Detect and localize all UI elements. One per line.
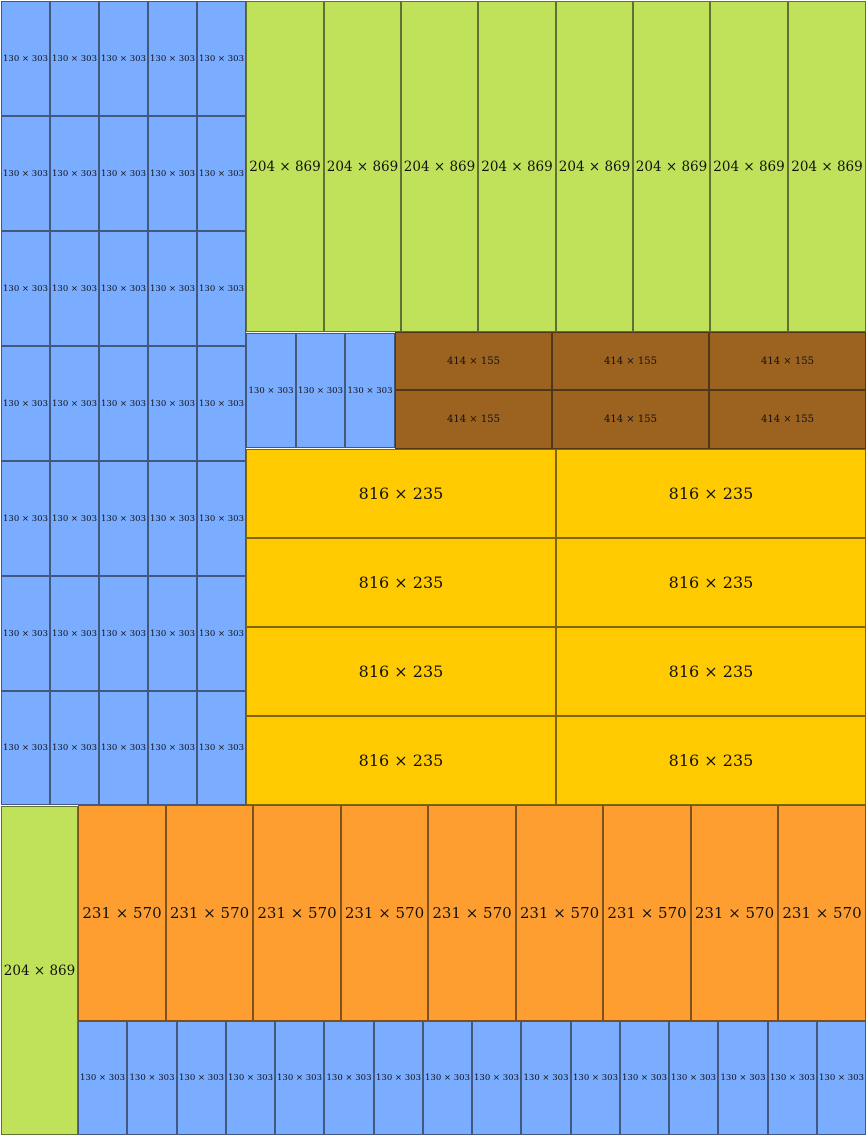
small-tile: 130 × 303 (148, 576, 197, 691)
small-tile: 130 × 303 (148, 346, 197, 461)
small-tile: 130 × 303 (148, 231, 197, 346)
wide-tile: 816 × 235 (556, 627, 866, 716)
small-tile: 130 × 303 (148, 461, 197, 576)
small-tile: 130 × 303 (324, 1021, 374, 1135)
small-tile: 130 × 303 (148, 1, 197, 116)
small-tile: 130 × 303 (1, 691, 50, 805)
small-tile: 130 × 303 (99, 1, 148, 116)
small-tile: 130 × 303 (50, 691, 99, 805)
small-tile: 130 × 303 (1, 461, 50, 576)
small-tile: 130 × 303 (472, 1021, 521, 1135)
small-tile: 130 × 303 (50, 116, 99, 231)
tall-tile: 204 × 869 (1, 806, 78, 1135)
small-tile: 130 × 303 (99, 231, 148, 346)
small-tile: 130 × 303 (1, 346, 50, 461)
small-tile: 130 × 303 (50, 576, 99, 691)
small-tile: 130 × 303 (50, 461, 99, 576)
wide-tile: 816 × 235 (246, 449, 556, 538)
orange-tile: 231 × 570 (253, 805, 341, 1021)
tall-tile: 204 × 869 (788, 1, 866, 332)
small-tile: 130 × 303 (345, 333, 395, 448)
tall-tile: 204 × 869 (478, 1, 556, 332)
small-tile: 130 × 303 (246, 333, 296, 448)
small-tile: 130 × 303 (1, 116, 50, 231)
tall-tile: 204 × 869 (710, 1, 788, 332)
orange-tile: 231 × 570 (341, 805, 428, 1021)
brown-tile: 414 × 155 (709, 332, 866, 390)
small-tile: 130 × 303 (177, 1021, 226, 1135)
small-tile: 130 × 303 (99, 116, 148, 231)
orange-tile: 231 × 570 (778, 805, 866, 1021)
tall-tile: 204 × 869 (401, 1, 478, 332)
small-tile: 130 × 303 (99, 691, 148, 805)
small-tile: 130 × 303 (620, 1021, 669, 1135)
tall-tile: 204 × 869 (246, 1, 324, 332)
brown-tile: 414 × 155 (395, 390, 552, 449)
small-tile: 130 × 303 (197, 346, 246, 461)
small-tile: 130 × 303 (197, 461, 246, 576)
small-tile: 130 × 303 (275, 1021, 324, 1135)
small-tile: 130 × 303 (521, 1021, 571, 1135)
small-tile: 130 × 303 (571, 1021, 620, 1135)
orange-tile: 231 × 570 (603, 805, 691, 1021)
orange-tile: 231 × 570 (516, 805, 603, 1021)
small-tile: 130 × 303 (197, 576, 246, 691)
small-tile: 130 × 303 (50, 1, 99, 116)
tall-tile: 204 × 869 (324, 1, 401, 332)
tall-tile: 204 × 869 (556, 1, 633, 332)
small-tile: 130 × 303 (1, 576, 50, 691)
small-tile: 130 × 303 (99, 461, 148, 576)
orange-tile: 231 × 570 (166, 805, 253, 1021)
small-tile: 130 × 303 (99, 576, 148, 691)
small-tile: 130 × 303 (50, 346, 99, 461)
small-tile: 130 × 303 (669, 1021, 718, 1135)
small-tile: 130 × 303 (148, 691, 197, 805)
small-tile: 130 × 303 (1, 1, 50, 116)
small-tile: 130 × 303 (197, 231, 246, 346)
orange-tile: 231 × 570 (78, 805, 166, 1021)
wide-tile: 816 × 235 (556, 449, 866, 538)
brown-tile: 414 × 155 (709, 390, 866, 449)
small-tile: 130 × 303 (78, 1021, 127, 1135)
small-tile: 130 × 303 (423, 1021, 472, 1135)
small-tile: 130 × 303 (768, 1021, 817, 1135)
brown-tile: 414 × 155 (552, 390, 709, 449)
small-tile: 130 × 303 (718, 1021, 768, 1135)
small-tile: 130 × 303 (226, 1021, 275, 1135)
brown-tile: 414 × 155 (395, 332, 552, 390)
small-tile: 130 × 303 (817, 1021, 866, 1135)
orange-tile: 231 × 570 (691, 805, 778, 1021)
wide-tile: 816 × 235 (556, 538, 866, 627)
small-tile: 130 × 303 (374, 1021, 423, 1135)
small-tile: 130 × 303 (148, 116, 197, 231)
orange-tile: 231 × 570 (428, 805, 516, 1021)
small-tile: 130 × 303 (197, 1, 246, 116)
wide-tile: 816 × 235 (246, 538, 556, 627)
wide-tile: 816 × 235 (246, 627, 556, 716)
small-tile: 130 × 303 (197, 691, 246, 805)
small-tile: 130 × 303 (1, 231, 50, 346)
small-tile: 130 × 303 (99, 346, 148, 461)
brown-tile: 414 × 155 (552, 332, 709, 390)
small-tile: 130 × 303 (127, 1021, 177, 1135)
wide-tile: 816 × 235 (556, 716, 866, 805)
wide-tile: 816 × 235 (246, 716, 556, 805)
small-tile: 130 × 303 (50, 231, 99, 346)
small-tile: 130 × 303 (296, 333, 345, 448)
small-tile: 130 × 303 (197, 116, 246, 231)
tall-tile: 204 × 869 (633, 1, 710, 332)
